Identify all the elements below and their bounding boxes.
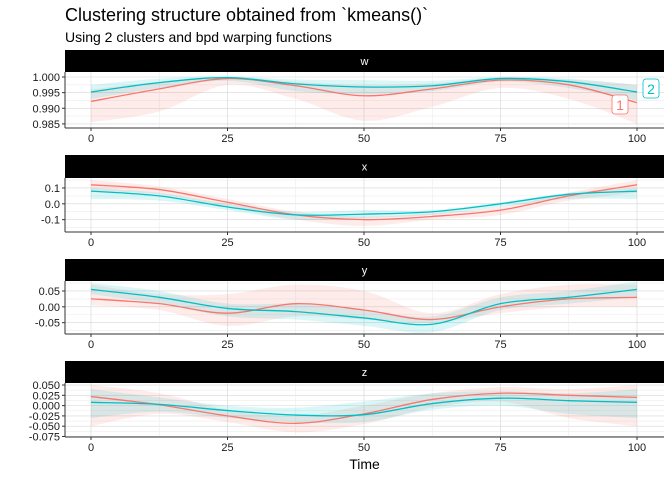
cluster-2-mean-line (90, 76, 638, 93)
cluster-2-mean-line (90, 288, 638, 326)
y-tick-label: -0.05 (35, 318, 60, 330)
x-tick-label: 0 (88, 237, 94, 249)
x-tick-label: 75 (494, 133, 506, 145)
x-tick-label: 50 (358, 133, 370, 145)
facet-strip (65, 50, 664, 72)
x-tick-label: 50 (358, 237, 370, 249)
cluster-label-1: 1 (616, 97, 624, 113)
cluster-label-box (611, 94, 629, 115)
x-tick-label: 75 (494, 442, 506, 454)
y-tick-label: -0.075 (29, 432, 60, 444)
cluster-1-spread-band (91, 283, 637, 326)
x-tick-label: 0 (88, 339, 94, 351)
cluster-1-mean-line (90, 77, 638, 104)
cluster-label-box (642, 78, 660, 99)
facet-strip-label: z (362, 367, 368, 379)
cluster-2-mean-line (90, 397, 638, 417)
cluster-2-spread-band (91, 281, 637, 333)
y-tick-label: -0.1 (41, 215, 60, 227)
y-tick-label: 0.025 (32, 390, 60, 402)
x-tick-label: 75 (494, 237, 506, 249)
x-tick-label: 0 (88, 442, 94, 454)
facet-strip-label: w (360, 56, 369, 68)
x-tick-label: 25 (221, 339, 233, 351)
x-tick-label: 25 (221, 442, 233, 454)
facet-strip-label: x (362, 162, 368, 174)
y-tick-label: 0.1 (45, 183, 60, 195)
chart-title: Clustering structure obtained from `kmea… (65, 5, 429, 25)
x-tick-label: 25 (221, 133, 233, 145)
x-tick-label: 0 (88, 133, 94, 145)
y-tick-label: 0.990 (32, 103, 60, 115)
y-tick-label: 0.00 (39, 302, 60, 314)
x-tick-label: 75 (494, 339, 506, 351)
y-tick-label: 0.0 (45, 199, 60, 211)
x-axis-label: Time (349, 456, 380, 472)
cluster-2-spread-band (91, 76, 637, 101)
facet-strip (65, 259, 664, 281)
cluster-2-mean-line (90, 190, 638, 216)
cluster-1-spread-band (91, 385, 637, 433)
y-tick-label: -0.050 (29, 421, 60, 433)
y-tick-label: 0.995 (32, 88, 60, 100)
y-tick-label: 1.000 (32, 72, 60, 84)
y-tick-label: -0.025 (29, 411, 60, 423)
x-tick-label: 50 (358, 339, 370, 351)
cluster-1-mean-line (90, 184, 638, 221)
cluster-1-spread-band (91, 180, 637, 226)
facet-y: y 0.05 0.00 -0.05 0 25 50 75 100 (35, 259, 664, 351)
y-tick-label: 0.985 (32, 119, 60, 131)
cluster-1-mean-line (90, 392, 638, 424)
cluster-label-2: 2 (647, 81, 655, 97)
x-tick-label: 100 (628, 339, 646, 351)
facet-strip (65, 361, 664, 383)
facet-x: x 0.1 0.0 -0.1 0 25 50 75 100 (41, 155, 664, 249)
cluster-1-spread-band (91, 77, 637, 124)
x-tick-label: 100 (628, 133, 646, 145)
x-tick-label: 50 (358, 442, 370, 454)
y-tick-label: 0.050 (32, 380, 60, 392)
y-tick-label: 0.05 (39, 286, 60, 298)
x-tick-label: 100 (628, 442, 646, 454)
x-tick-label: 100 (628, 237, 646, 249)
x-tick-label: 25 (221, 237, 233, 249)
facet-strip-label: y (362, 265, 368, 277)
y-tick-label: 0.000 (32, 401, 60, 413)
facet-w: w 1.000 0.995 0.990 0.985 0 25 50 75 100 1 2 (32, 50, 664, 145)
cluster-1-mean-line (90, 296, 638, 321)
chart-subtitle: Using 2 clusters and bpd warping functio… (65, 29, 332, 45)
facet-strip (65, 155, 664, 178)
